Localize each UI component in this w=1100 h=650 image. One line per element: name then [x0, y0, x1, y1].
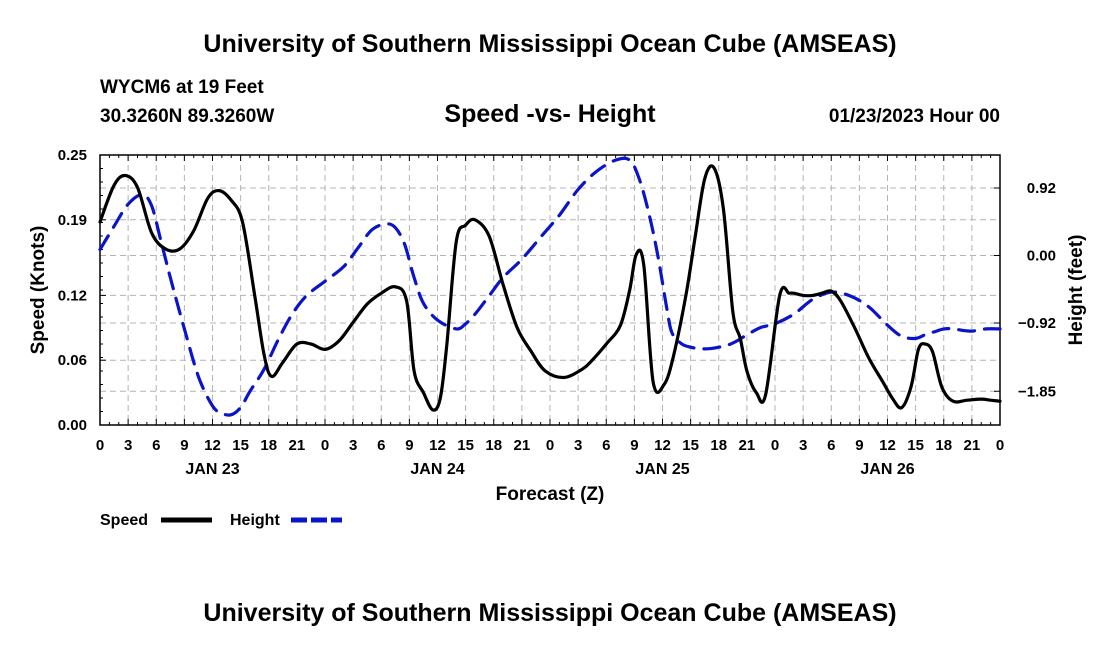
x-tick-label: 12	[654, 437, 671, 454]
station-coordinates: 30.3260N 89.3260W	[100, 106, 275, 127]
x-day-label: JAN 23	[185, 461, 239, 478]
x-tick-label: 15	[682, 437, 699, 454]
x-tick-label: 0	[996, 437, 1004, 454]
x-day-label: JAN 26	[860, 461, 914, 478]
x-tick-label: 3	[349, 437, 357, 454]
x-tick-label: 18	[260, 437, 277, 454]
y-tick-label-left: 0.12	[58, 287, 87, 304]
forecast-datetime: 01/23/2023 Hour 00	[828, 106, 1000, 127]
y-axis-label-left: Speed (Knots)	[28, 226, 49, 355]
legend-label-height: Height	[230, 512, 280, 529]
y-tick-label-left: 0.06	[58, 352, 87, 369]
x-tick-label: 6	[377, 437, 385, 454]
x-tick-label: 18	[935, 437, 952, 454]
x-tick-label: 21	[739, 437, 756, 454]
x-tick-label: 6	[602, 437, 610, 454]
legend-label-speed: Speed	[100, 512, 148, 529]
x-tick-label: 18	[710, 437, 727, 454]
x-tick-label: 9	[405, 437, 413, 454]
y-tick-label-right: −1.85	[1018, 383, 1056, 400]
x-axis-label: Forecast (Z)	[496, 484, 605, 505]
x-tick-label: 0	[96, 437, 104, 454]
x-tick-label: 9	[180, 437, 188, 454]
footer-title: University of Southern Mississippi Ocean…	[203, 599, 897, 627]
x-tick-label: 18	[485, 437, 502, 454]
chart-title: Speed -vs- Height	[444, 100, 656, 128]
y-tick-label-left: 0.25	[58, 147, 87, 164]
x-tick-label: 3	[574, 437, 582, 454]
x-tick-label: 3	[799, 437, 807, 454]
x-tick-label: 0	[321, 437, 329, 454]
x-day-label: JAN 24	[410, 461, 464, 478]
x-tick-label: 15	[232, 437, 249, 454]
speed-series-line	[98, 164, 1002, 412]
x-tick-label: 6	[827, 437, 835, 454]
y-tick-label-left: 0.19	[58, 212, 87, 229]
page-title: University of Southern Mississippi Ocean…	[203, 30, 897, 58]
x-tick-label: 21	[964, 437, 981, 454]
y-tick-label-right: −0.92	[1018, 315, 1056, 332]
y-tick-label-right: 0.92	[1027, 180, 1056, 197]
x-day-label: JAN 25	[635, 461, 689, 478]
y-axis-label-right: Height (feet)	[1066, 235, 1087, 346]
x-tick-label: 21	[514, 437, 531, 454]
x-tick-label: 15	[457, 437, 474, 454]
x-tick-label: 9	[630, 437, 638, 454]
x-tick-label: 9	[855, 437, 863, 454]
station-label: WYCM6 at 19 Feet	[100, 77, 264, 98]
y-tick-label-right: 0.00	[1027, 248, 1056, 265]
x-tick-label: 0	[771, 437, 779, 454]
x-tick-label: 0	[546, 437, 554, 454]
x-tick-label: 12	[429, 437, 446, 454]
x-tick-label: 12	[204, 437, 221, 454]
x-tick-label: 21	[289, 437, 306, 454]
height-series-line	[98, 156, 1002, 417]
y-tick-label-left: 0.00	[58, 417, 87, 434]
x-tick-label: 12	[879, 437, 896, 454]
x-tick-label: 6	[152, 437, 160, 454]
x-tick-label: 15	[907, 437, 924, 454]
x-tick-label: 3	[124, 437, 132, 454]
